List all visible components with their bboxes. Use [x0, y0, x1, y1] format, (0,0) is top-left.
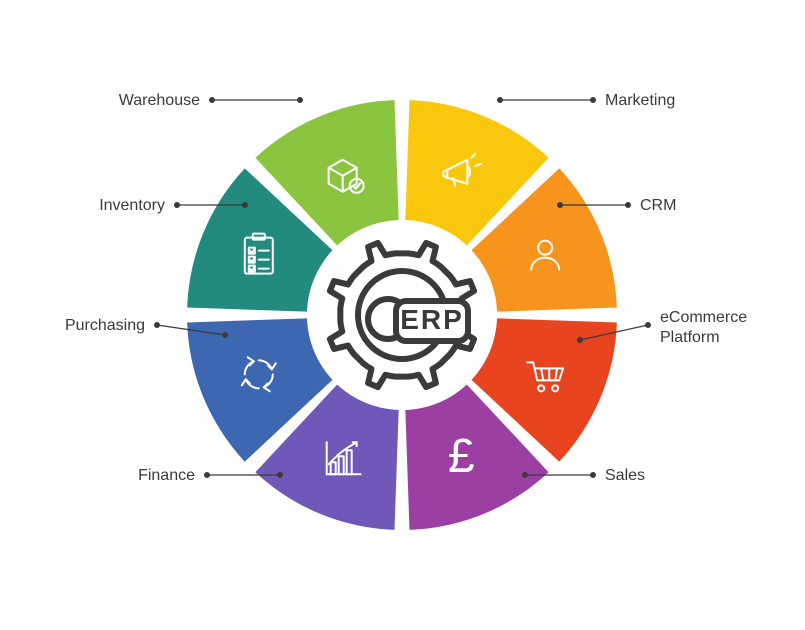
segment-label-inventory: Inventory	[99, 197, 165, 214]
svg-text:£: £	[448, 430, 475, 483]
leader-dot	[209, 97, 215, 103]
leader-dot	[204, 472, 210, 478]
leader-dot	[154, 322, 160, 328]
segment-label-purchasing: Purchasing	[65, 317, 145, 334]
pound-icon: £	[448, 430, 475, 483]
leader-dot	[645, 322, 651, 328]
leader-dot	[625, 202, 631, 208]
segment-label-marketing: Marketing	[605, 92, 675, 109]
center-label: ERP	[400, 304, 464, 335]
segment-label-ecommerce: Platform	[660, 329, 720, 346]
leader-dot	[174, 202, 180, 208]
leader-dot	[590, 472, 596, 478]
segment-label-finance: Finance	[138, 467, 195, 484]
leader-dot	[590, 97, 596, 103]
segment-label-ecommerce: eCommerce	[660, 309, 747, 326]
segment-label-crm: CRM	[640, 197, 676, 214]
segment-label-sales: Sales	[605, 467, 645, 484]
segment-label-warehouse: Warehouse	[119, 92, 200, 109]
